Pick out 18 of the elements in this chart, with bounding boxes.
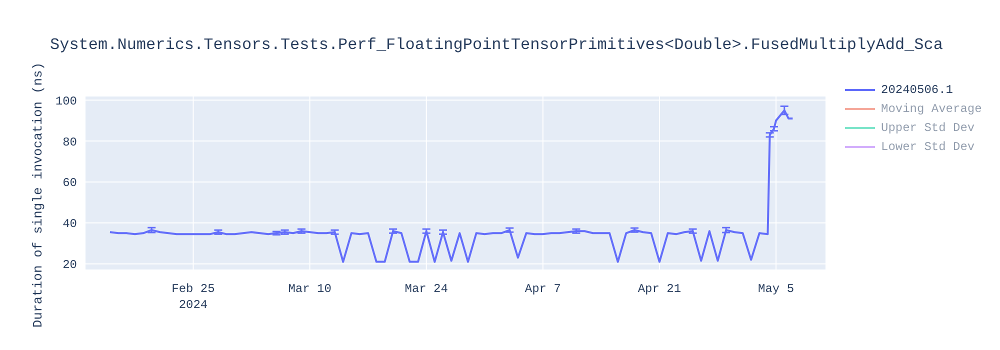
- x-tick-label: Apr 7: [524, 282, 561, 296]
- x-tick-label: May 5: [758, 282, 794, 296]
- legend-label: Moving Average: [881, 102, 982, 116]
- x-tick-label: Apr 21: [638, 282, 682, 296]
- y-tick-label: 20: [62, 258, 77, 272]
- y-axis-title: Duration of single invocation (ns): [30, 62, 46, 328]
- x-tick-label: Mar 10: [288, 282, 332, 296]
- line-series: [108, 109, 794, 263]
- x-tick-label: Feb 25 2024: [172, 282, 215, 312]
- y-tick-label: 80: [62, 135, 77, 150]
- legend-label: Upper Std Dev: [881, 120, 975, 134]
- y-tick-label: 100: [55, 94, 77, 108]
- chart-title: System.Numerics.Tensors.Tests.Perf_FloatingPointTensorPrimitives<Double>.FusedMultiplyAdd_Sca: [50, 36, 943, 54]
- y-tick-label: 40: [62, 217, 77, 232]
- y-tick-label: 60: [62, 176, 77, 190]
- x-tick-label: Mar 24: [404, 282, 448, 296]
- legend-label: 20240506.1: [881, 82, 954, 96]
- legend-label: Lower Std Dev: [881, 140, 975, 154]
